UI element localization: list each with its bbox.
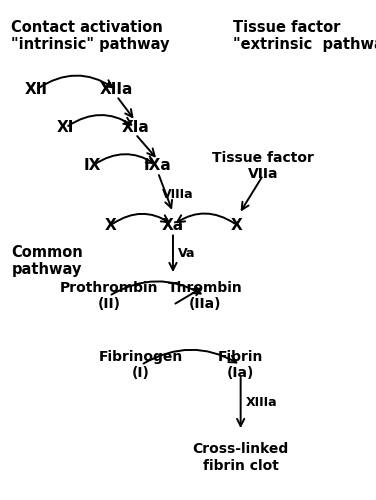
Text: XIIa: XIIa	[100, 82, 133, 98]
FancyArrowPatch shape	[143, 350, 237, 364]
Text: Tissue factor
VIIa: Tissue factor VIIa	[212, 151, 314, 181]
Text: Tissue factor
"extrinsic  pathway": Tissue factor "extrinsic pathway"	[233, 20, 376, 52]
Text: Va: Va	[177, 247, 195, 260]
Text: Fibrinogen
(I): Fibrinogen (I)	[99, 350, 183, 380]
Text: Xa: Xa	[162, 218, 184, 232]
Text: IX: IX	[83, 158, 101, 174]
Text: Fibrin
(Ia): Fibrin (Ia)	[218, 350, 263, 380]
FancyArrowPatch shape	[68, 115, 131, 126]
Text: Thrombin
(IIa): Thrombin (IIa)	[168, 281, 242, 311]
Text: Prothrombin
(II): Prothrombin (II)	[60, 281, 158, 311]
Text: XII: XII	[24, 82, 47, 98]
FancyArrowPatch shape	[177, 214, 235, 224]
Text: XIa: XIa	[121, 120, 149, 135]
FancyArrowPatch shape	[113, 214, 169, 224]
FancyArrowPatch shape	[111, 282, 201, 294]
Text: XI: XI	[57, 120, 74, 135]
Text: XIIIa: XIIIa	[246, 396, 277, 408]
Text: Common
pathway: Common pathway	[11, 245, 83, 278]
Text: VIIIa: VIIIa	[162, 188, 194, 200]
Text: Contact activation
"intrinsic" pathway: Contact activation "intrinsic" pathway	[11, 20, 170, 52]
Text: IXa: IXa	[144, 158, 172, 174]
Text: X: X	[231, 218, 243, 232]
FancyArrowPatch shape	[94, 154, 154, 164]
FancyArrowPatch shape	[38, 76, 112, 88]
Text: Cross-linked
fibrin clot: Cross-linked fibrin clot	[193, 442, 289, 472]
Text: X: X	[105, 218, 117, 232]
